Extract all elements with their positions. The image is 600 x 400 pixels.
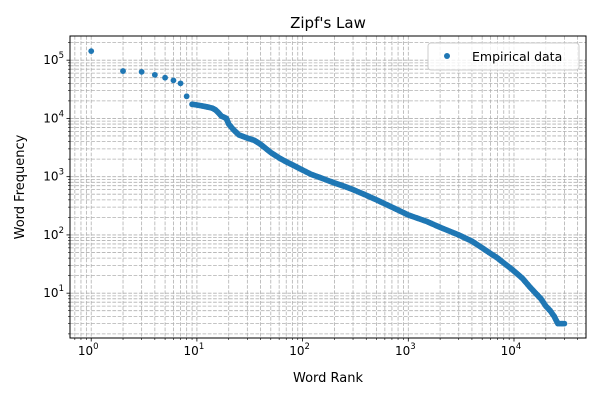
plot-area <box>69 35 587 339</box>
data-points <box>88 48 568 327</box>
legend-label: Empirical data <box>472 49 562 64</box>
data-point <box>151 71 158 78</box>
x-tick-label: 100 <box>78 342 99 358</box>
legend-box <box>427 42 580 71</box>
legend-marker <box>444 53 450 59</box>
legend: Empirical data <box>427 42 580 71</box>
x-tick-label: 102 <box>289 342 310 358</box>
data-point <box>120 68 126 74</box>
y-tick-label: 102 <box>43 226 64 242</box>
data-point <box>559 320 566 327</box>
y-tick-label: 101 <box>43 284 64 300</box>
data-point <box>170 77 177 84</box>
x-axis-label: Word Rank <box>293 371 363 386</box>
grid <box>70 36 586 338</box>
y-axis-label: Word Frequency <box>13 134 28 239</box>
data-point <box>177 80 184 87</box>
axis-ticks: 100 101 102 103 104 101 102 103 104 105 <box>43 42 578 358</box>
y-tick-label: 103 <box>43 168 64 184</box>
x-tick-label: 103 <box>395 342 416 358</box>
chart-title: Zipf's Law <box>290 14 366 32</box>
x-tick-label: 104 <box>501 342 522 358</box>
x-tick-label: 101 <box>184 342 205 358</box>
data-point <box>183 93 190 100</box>
y-tick-label: 104 <box>43 109 64 125</box>
y-tick-label: 105 <box>43 51 64 67</box>
data-point <box>162 74 168 81</box>
data-point <box>138 68 145 75</box>
data-point <box>88 48 95 55</box>
